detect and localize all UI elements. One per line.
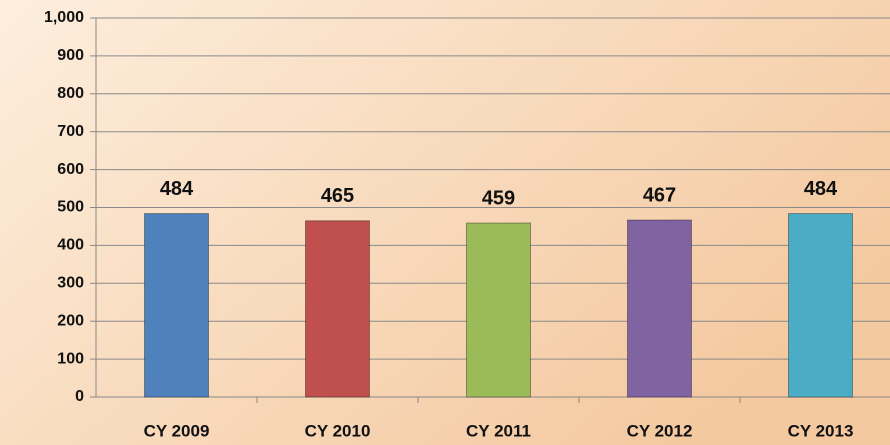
y-tick-label: 1,000 [44, 9, 84, 26]
y-tick-label: 600 [57, 161, 84, 178]
bar [788, 213, 853, 398]
x-tick-label: CY 2013 [788, 421, 854, 440]
x-tick-label: CY 2012 [627, 421, 693, 440]
y-tick-label: 100 [57, 350, 84, 367]
y-tick-label: 800 [57, 85, 84, 102]
bar [466, 222, 531, 398]
x-tick-label: CY 2010 [305, 421, 371, 440]
y-tick-label: 500 [57, 199, 84, 216]
value-label: 459 [482, 187, 515, 209]
value-label: 484 [804, 178, 838, 200]
y-tick-label: 0 [75, 388, 84, 405]
bar [305, 220, 370, 398]
value-label: 484 [160, 178, 194, 200]
bar [144, 213, 209, 398]
value-label: 467 [643, 184, 676, 206]
bar [627, 219, 692, 398]
y-tick-label: 700 [57, 123, 84, 140]
value-label: 465 [321, 185, 354, 207]
x-tick-label: CY 2011 [466, 421, 531, 440]
y-tick-label: 900 [57, 47, 84, 64]
y-tick-label: 300 [57, 275, 84, 292]
y-tick-label: 400 [57, 237, 84, 254]
x-tick-label: CY 2009 [144, 421, 210, 440]
y-tick-label: 200 [57, 312, 84, 329]
